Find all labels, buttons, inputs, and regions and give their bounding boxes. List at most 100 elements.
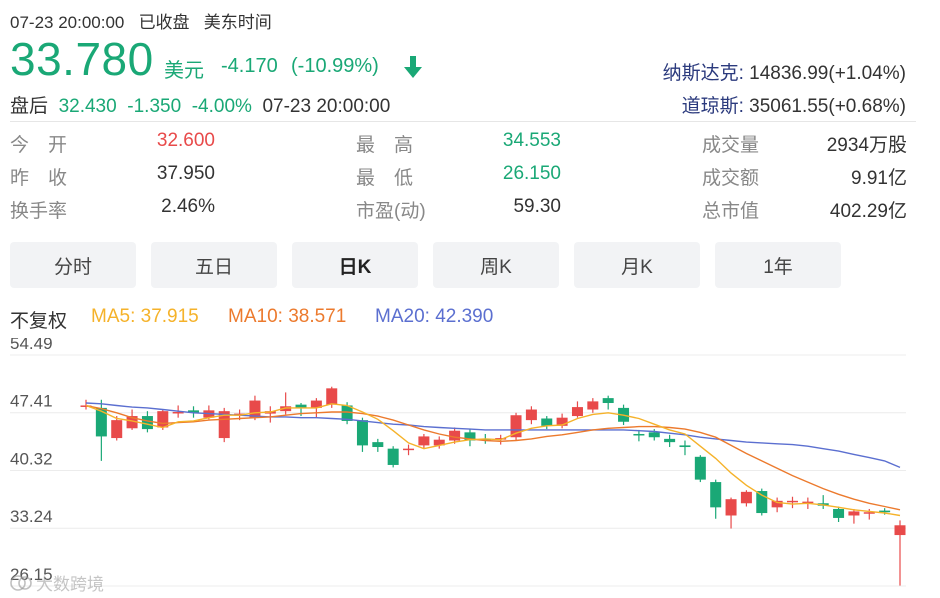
- candle-body: [464, 432, 476, 441]
- volume-label: 成交量: [702, 135, 760, 156]
- candle-body: [356, 420, 368, 446]
- ma20-legend: MA20: 42.390: [375, 306, 494, 327]
- close-time: 07-23 20:00:00: [10, 13, 125, 32]
- candle-body: [879, 510, 891, 513]
- index-name: 道琼斯:: [681, 96, 744, 117]
- high-value: 34.553: [502, 130, 561, 151]
- candle-body: [664, 438, 676, 443]
- price-change: -4.170: [221, 55, 278, 77]
- candle-body: [234, 413, 246, 416]
- candle-body: [188, 410, 200, 413]
- watermark-logo-icon: [10, 574, 32, 591]
- tab-five-day[interactable]: 五日: [151, 242, 277, 288]
- candle-body: [326, 388, 338, 405]
- candle-body: [249, 400, 261, 418]
- candle-body: [418, 436, 430, 446]
- tab-intraday[interactable]: 分时: [10, 242, 136, 288]
- open-value: 32.600: [156, 130, 215, 151]
- tab-weekly-k[interactable]: 周K: [433, 242, 559, 288]
- candle-body: [510, 415, 522, 438]
- after-hours-change-pct: -4.00%: [191, 96, 252, 117]
- candle-body: [833, 508, 845, 518]
- candle-body: [141, 416, 153, 430]
- index-value: 35061.55(+0.68%): [749, 96, 906, 117]
- tab-one-year[interactable]: 1年: [715, 242, 841, 288]
- candle-body: [648, 432, 660, 438]
- candle-body: [387, 448, 399, 465]
- candle-body: [403, 448, 415, 451]
- turnover-value: 2.46%: [161, 196, 215, 217]
- candle-body: [218, 411, 230, 439]
- after-hours-label: 盘后: [10, 96, 49, 117]
- market-cap-value: 402.29亿: [829, 201, 907, 222]
- ma10-legend: MA10: 38.571: [228, 306, 347, 327]
- pe-label: 市盈(动): [356, 201, 426, 222]
- market-status: 已收盘: [138, 13, 190, 32]
- arrow-down-icon: [402, 54, 424, 85]
- after-hours-price: 32.430: [58, 96, 117, 117]
- y-tick-label: 54.49: [10, 338, 53, 353]
- candle-body: [802, 501, 814, 504]
- ma5-line: [85, 403, 901, 517]
- candle-body: [771, 500, 783, 508]
- candle-body: [111, 420, 123, 439]
- candle-body: [295, 404, 307, 408]
- index-nasdaq[interactable]: 纳斯达克: 14836.99(+1.04%): [663, 58, 906, 85]
- candle-body: [848, 511, 860, 516]
- tab-daily-k[interactable]: 日K: [292, 242, 418, 288]
- after-hours-row: 盘后 32.430 -1.350 -4.00% 07-23 20:00:00: [10, 91, 390, 118]
- prev-close-label: 昨 收: [10, 168, 68, 189]
- prev-close-value: 37.950: [156, 163, 215, 184]
- candle-body: [786, 500, 798, 503]
- candle-body: [863, 512, 875, 514]
- high-label: 最 高: [356, 135, 414, 156]
- low-value: 26.150: [502, 163, 561, 184]
- timezone-label: 美东时间: [203, 13, 272, 32]
- tab-monthly-k[interactable]: 月K: [574, 242, 700, 288]
- volume-value: 2934万股: [826, 135, 907, 156]
- ma10-line: [85, 404, 901, 511]
- candle-body: [479, 438, 491, 441]
- candle-body: [602, 398, 614, 404]
- candle-body: [587, 401, 599, 410]
- turnover-label: 换手率: [10, 201, 68, 222]
- y-tick-label: 47.41: [10, 392, 53, 411]
- candle-body: [541, 418, 553, 426]
- candle-body: [756, 491, 768, 514]
- candle-body: [433, 439, 445, 446]
- low-label: 最 低: [356, 168, 414, 189]
- adjust-selector[interactable]: 不复权: [10, 311, 68, 332]
- pe-value: 59.30: [513, 196, 561, 217]
- candle-body: [556, 417, 568, 426]
- candle-body: [571, 407, 583, 417]
- watermark: 大数跨境: [10, 570, 104, 595]
- after-hours-time: 07-23 20:00:00: [262, 96, 391, 117]
- amount-value: 9.91亿: [851, 168, 907, 189]
- candle-body: [95, 407, 107, 437]
- candle-body: [679, 445, 691, 448]
- candle-body: [710, 482, 722, 508]
- candle-body: [725, 499, 737, 516]
- ma20-line: [85, 402, 901, 469]
- index-value: 14836.99(+1.04%): [749, 63, 906, 84]
- divider: [10, 121, 916, 122]
- ma5-legend: MA5: 37.915: [91, 306, 199, 327]
- watermark-text: 大数跨境: [36, 575, 104, 594]
- price-change-pct: (-10.99%): [291, 55, 379, 77]
- currency-label: 美元: [164, 60, 204, 82]
- candle-body: [172, 411, 184, 414]
- index-dow[interactable]: 道琼斯: 35061.55(+0.68%): [682, 91, 906, 118]
- candle-body: [694, 456, 706, 480]
- candle-body: [894, 525, 906, 536]
- last-price: 33.780: [10, 33, 154, 85]
- index-name: 纳斯达克:: [662, 63, 744, 84]
- candle-body: [449, 430, 461, 441]
- market-cap-label: 总市值: [702, 201, 760, 222]
- candle-body: [633, 433, 645, 436]
- quote-datetime: 07-23 20:00:00 已收盘 美东时间: [10, 8, 272, 33]
- candle-body: [280, 406, 292, 412]
- candle-body: [495, 438, 507, 440]
- y-tick-label: 40.32: [10, 450, 53, 469]
- candle-body: [126, 416, 138, 429]
